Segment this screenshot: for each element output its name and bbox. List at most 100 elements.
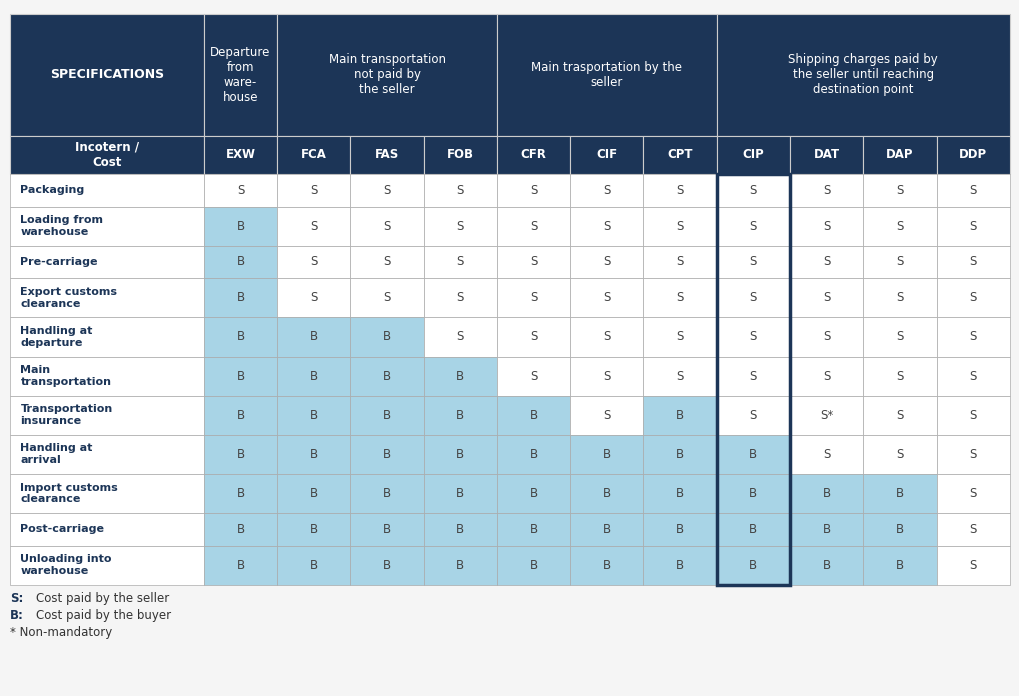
Text: S: S	[676, 220, 683, 232]
Text: B: B	[455, 370, 464, 383]
Text: S: S	[749, 255, 756, 269]
Bar	[277, 546, 351, 585]
Bar	[204, 395, 277, 435]
Text: B: B	[676, 523, 684, 536]
Bar	[277, 174, 351, 207]
Bar	[935, 207, 1009, 246]
Text: S: S	[968, 184, 976, 197]
Bar	[423, 207, 496, 246]
Bar	[423, 174, 496, 207]
Text: B: B	[602, 487, 610, 500]
Bar	[10, 317, 204, 356]
Bar	[496, 474, 570, 513]
Bar	[862, 136, 935, 174]
Bar	[790, 174, 862, 207]
Bar	[643, 435, 716, 474]
Bar	[643, 317, 716, 356]
Text: Departure
from
ware-
house: Departure from ware- house	[210, 46, 270, 104]
Text: S: S	[822, 255, 829, 269]
Text: B: B	[529, 559, 537, 571]
Text: B: B	[382, 559, 390, 571]
Text: S: S	[602, 292, 610, 304]
Text: S: S	[968, 409, 976, 422]
Bar	[423, 395, 496, 435]
Text: S: S	[529, 184, 537, 197]
Bar	[351, 513, 423, 546]
Bar	[496, 174, 570, 207]
Bar	[570, 546, 643, 585]
Bar	[496, 546, 570, 585]
Text: B: B	[895, 487, 903, 500]
Bar	[935, 278, 1009, 317]
Bar	[204, 207, 277, 246]
Text: B: B	[602, 448, 610, 461]
Bar	[351, 136, 423, 174]
Text: S: S	[896, 370, 903, 383]
Bar	[716, 513, 790, 546]
Text: S: S	[602, 220, 610, 232]
Text: S: S	[749, 184, 756, 197]
Text: B: B	[382, 370, 390, 383]
Text: B: B	[749, 487, 757, 500]
Bar	[10, 356, 204, 395]
Text: B: B	[236, 255, 245, 269]
Text: B: B	[382, 448, 390, 461]
Text: B: B	[310, 487, 318, 500]
Text: S: S	[676, 331, 683, 343]
Text: B: B	[236, 448, 245, 461]
Bar	[862, 513, 935, 546]
Bar	[935, 317, 1009, 356]
Bar	[10, 546, 204, 585]
Text: S: S	[896, 331, 903, 343]
Text: B: B	[310, 370, 318, 383]
Text: DAT: DAT	[813, 148, 839, 161]
Bar	[204, 474, 277, 513]
Bar	[496, 136, 570, 174]
Bar	[204, 174, 277, 207]
Text: S: S	[896, 409, 903, 422]
Text: B: B	[676, 448, 684, 461]
Text: B: B	[236, 292, 245, 304]
Bar	[423, 474, 496, 513]
Bar	[351, 474, 423, 513]
Text: Pre-carriage: Pre-carriage	[20, 257, 98, 267]
Text: B: B	[310, 448, 318, 461]
Text: S: S	[676, 370, 683, 383]
Bar	[351, 246, 423, 278]
Text: Incotern /
Cost: Incotern / Cost	[75, 141, 139, 169]
Bar	[570, 207, 643, 246]
Bar	[570, 317, 643, 356]
Bar	[204, 246, 277, 278]
Bar	[716, 435, 790, 474]
Text: S: S	[676, 292, 683, 304]
Bar	[423, 246, 496, 278]
Bar	[277, 317, 351, 356]
Text: B: B	[602, 559, 610, 571]
Bar	[862, 174, 935, 207]
Text: S: S	[676, 184, 683, 197]
Bar	[643, 356, 716, 395]
Text: S: S	[310, 184, 317, 197]
Text: DAP: DAP	[886, 148, 913, 161]
Text: S: S	[822, 220, 829, 232]
Bar	[496, 513, 570, 546]
Bar	[204, 14, 277, 136]
Text: S: S	[968, 523, 976, 536]
Bar	[570, 435, 643, 474]
Text: S:: S:	[10, 592, 23, 605]
Bar	[496, 435, 570, 474]
Bar	[10, 278, 204, 317]
Text: S: S	[968, 487, 976, 500]
Bar	[790, 207, 862, 246]
Bar	[204, 136, 277, 174]
Text: S: S	[968, 255, 976, 269]
Text: Main trasportation by the
seller: Main trasportation by the seller	[531, 61, 682, 89]
Text: S: S	[236, 184, 244, 197]
Bar	[351, 435, 423, 474]
Text: B: B	[529, 448, 537, 461]
Bar	[570, 136, 643, 174]
Text: S: S	[457, 331, 464, 343]
Bar	[862, 474, 935, 513]
Text: S: S	[457, 184, 464, 197]
Bar	[351, 207, 423, 246]
